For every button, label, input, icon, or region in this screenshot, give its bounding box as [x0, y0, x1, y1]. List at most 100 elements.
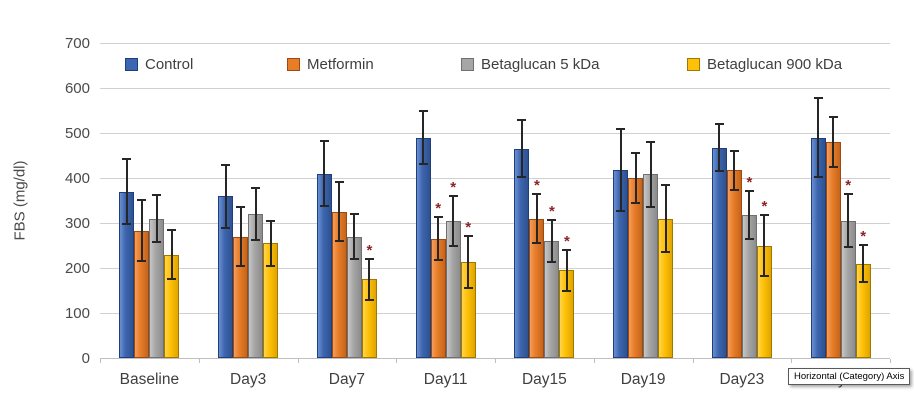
error-bar — [254, 187, 257, 241]
significance-asterisk: * — [860, 227, 867, 245]
legend-label: Metformin — [307, 55, 374, 73]
error-bar-cap — [334, 240, 344, 243]
error-bar-cap — [828, 165, 838, 168]
significance-asterisk: * — [845, 177, 852, 195]
error-bar-cap — [221, 226, 231, 229]
x-axis-tick — [297, 359, 299, 363]
bar-control-day23[interactable] — [711, 147, 727, 358]
y-tick-label-100[interactable]: 100 — [64, 305, 90, 322]
error-bar — [565, 249, 568, 291]
y-tick-label-700[interactable]: 700 — [64, 35, 90, 52]
significance-asterisk: * — [746, 173, 753, 191]
x-axis-line[interactable] — [100, 358, 890, 359]
error-bar-cap — [236, 264, 246, 267]
gridline-300 — [100, 223, 890, 224]
legend-item-control[interactable]: Control — [125, 55, 193, 73]
x-axis-tick — [890, 359, 891, 363]
error-bar-cap — [266, 219, 276, 222]
y-tick-label-0[interactable]: 0 — [81, 350, 90, 367]
legend-item-betaglucan-5-kda[interactable]: Betaglucan 5 kDa — [461, 55, 599, 73]
error-bar-cap — [418, 109, 428, 112]
error-bar-cap — [729, 150, 739, 152]
error-bar-cap — [221, 163, 231, 166]
error-bar — [619, 128, 622, 212]
gridline-100 — [100, 313, 890, 314]
error-bar — [862, 244, 865, 283]
significance-asterisk: * — [563, 232, 570, 250]
error-bar-cap — [517, 119, 527, 122]
bar-metformin-day23[interactable] — [726, 170, 742, 358]
x-label-baseline[interactable]: Baseline — [119, 371, 180, 388]
error-bar — [634, 152, 637, 204]
error-bar — [224, 164, 227, 228]
error-bar-cap — [631, 202, 641, 205]
x-label-day7[interactable]: Day7 — [328, 371, 365, 388]
x-label-day11[interactable]: Day11 — [423, 371, 468, 388]
error-bar — [748, 190, 751, 240]
error-bar-cap — [729, 188, 739, 191]
error-bar — [763, 214, 766, 277]
error-bar — [338, 182, 341, 242]
legend-label: Control — [145, 55, 194, 73]
y-axis-title[interactable]: FBS (mg/dl) — [11, 160, 29, 241]
error-bar — [323, 140, 326, 207]
error-bar-cap — [744, 189, 754, 192]
error-bar — [155, 195, 158, 242]
error-bar — [422, 110, 425, 165]
significance-asterisk: * — [465, 219, 472, 237]
legend-swatch-icon — [461, 57, 474, 71]
error-bar — [125, 159, 128, 224]
gridline-600 — [100, 88, 890, 89]
legend-item-betaglucan-900-kda[interactable]: Betaglucan 900 kDa — [687, 55, 842, 73]
bar-control-day11[interactable] — [415, 137, 431, 358]
error-bar — [733, 151, 736, 190]
error-bar-cap — [364, 298, 374, 301]
error-bar — [550, 220, 553, 262]
error-bar-cap — [266, 264, 276, 267]
bar-metformin-day19[interactable] — [628, 178, 644, 358]
x-label-day3[interactable]: Day3 — [230, 371, 267, 388]
legend-item-metformin[interactable]: Metformin — [287, 55, 374, 73]
error-bar-cap — [714, 123, 724, 126]
error-bar-cap — [661, 184, 671, 187]
significance-asterisk: * — [548, 203, 555, 221]
error-bar-cap — [319, 205, 329, 208]
y-tick-label-600[interactable]: 600 — [64, 80, 90, 97]
error-bar-cap — [532, 241, 542, 244]
significance-asterisk: * — [435, 200, 442, 218]
bar-metformin-day28[interactable] — [825, 142, 841, 358]
x-label-day15[interactable]: Day15 — [521, 371, 567, 388]
error-bar-cap — [349, 213, 359, 215]
error-bar-cap — [532, 193, 542, 196]
error-bar — [535, 194, 538, 243]
error-bar-cap — [813, 96, 823, 99]
y-tick-label-300[interactable]: 300 — [64, 215, 90, 232]
legend-swatch-icon — [287, 57, 300, 71]
error-bar-cap — [364, 257, 374, 260]
error-bar-cap — [858, 281, 868, 284]
error-bar-cap — [319, 139, 329, 142]
y-tick-label-500[interactable]: 500 — [64, 125, 90, 142]
error-bar-cap — [137, 260, 147, 263]
x-label-day19[interactable]: Day19 — [620, 371, 666, 388]
error-bar-cap — [448, 244, 458, 247]
error-bar — [467, 236, 470, 289]
x-label-day23[interactable]: Day23 — [719, 371, 765, 388]
significance-asterisk: * — [533, 177, 540, 195]
error-bar-cap — [152, 240, 162, 243]
error-bar-cap — [251, 239, 261, 242]
y-tick-label-400[interactable]: 400 — [64, 170, 90, 187]
bar-control-day15[interactable] — [514, 148, 530, 358]
error-bar-cap — [547, 260, 557, 263]
error-bar-cap — [547, 219, 557, 222]
error-bar-cap — [661, 250, 671, 253]
legend-label: Betaglucan 5 kDa — [481, 55, 600, 73]
significance-asterisk: * — [761, 197, 768, 215]
error-bar-cap — [137, 199, 147, 202]
significance-asterisk: * — [366, 241, 373, 259]
error-bar-cap — [433, 259, 443, 262]
error-bar-cap — [616, 210, 626, 213]
error-bar-cap — [631, 151, 641, 154]
y-tick-label-200[interactable]: 200 — [64, 260, 90, 277]
